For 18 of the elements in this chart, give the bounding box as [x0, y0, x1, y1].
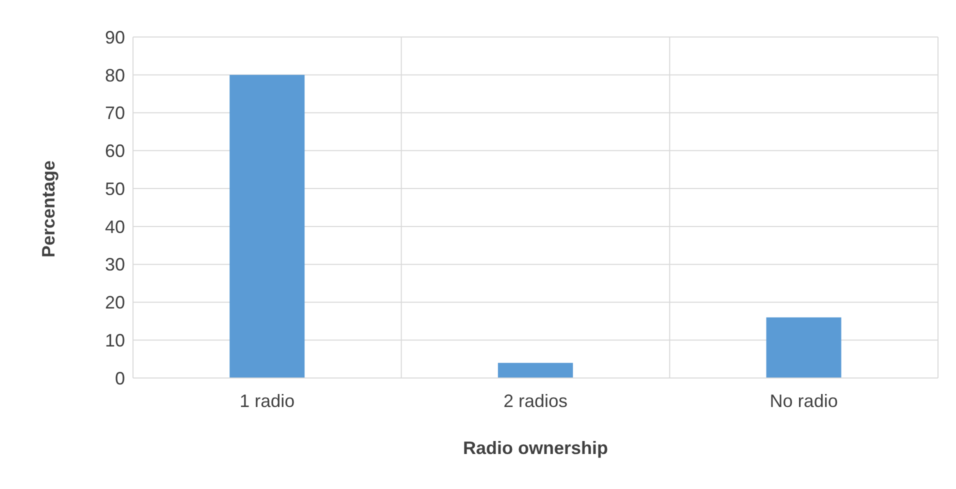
bar [230, 74, 305, 378]
y-axis-title: Percentage [38, 160, 58, 258]
x-tick-label: 1 radio [240, 390, 295, 411]
y-tick-label: 40 [104, 216, 125, 237]
x-axis-title: Radio ownership [462, 438, 608, 458]
y-tick-label: 10 [104, 330, 125, 350]
x-tick-label: No radio [770, 390, 838, 411]
y-tick-label: 0 [114, 368, 125, 388]
y-tick-label: 20 [104, 292, 125, 313]
x-tick-label: 2 radios [503, 390, 568, 411]
bar [498, 362, 573, 378]
y-tick-label: 30 [104, 254, 125, 275]
y-tick-label: 80 [104, 65, 125, 86]
y-tick-label: 50 [104, 178, 125, 199]
y-tick-label: 70 [104, 103, 125, 124]
y-tick-label: 90 [104, 27, 125, 48]
bar [766, 317, 842, 378]
y-tick-label: 60 [104, 141, 125, 162]
